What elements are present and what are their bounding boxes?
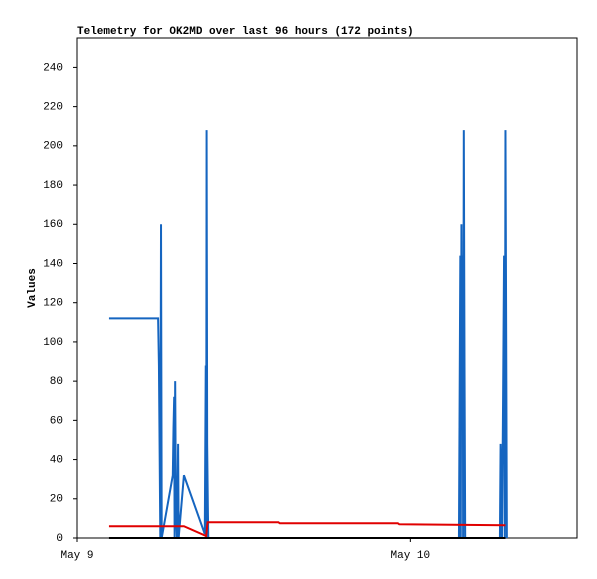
- y-tick-label: 60: [50, 415, 63, 427]
- series-line: [108, 130, 508, 539]
- y-tick-label: 80: [50, 376, 63, 388]
- y-tick-label: 200: [43, 141, 63, 153]
- y-tick-label: 0: [56, 533, 63, 545]
- series-line: [108, 521, 506, 538]
- y-tick-label: 160: [43, 219, 63, 231]
- y-tick-label: 140: [43, 258, 63, 270]
- y-tick-label: 120: [43, 298, 63, 310]
- x-tick-label: May 10: [391, 550, 431, 562]
- y-tick-label: 100: [43, 337, 63, 349]
- x-tick-label: May 9: [60, 550, 93, 562]
- y-tick-label: 40: [50, 454, 63, 466]
- y-tick-label: 220: [43, 102, 63, 114]
- chart-title: Telemetry for OK2MD over last 96 hours (…: [77, 26, 414, 38]
- y-tick-label: 240: [43, 62, 63, 74]
- y-axis-title: Values: [27, 268, 39, 308]
- y-tick-label: 20: [50, 494, 63, 506]
- y-tick-label: 180: [43, 180, 63, 192]
